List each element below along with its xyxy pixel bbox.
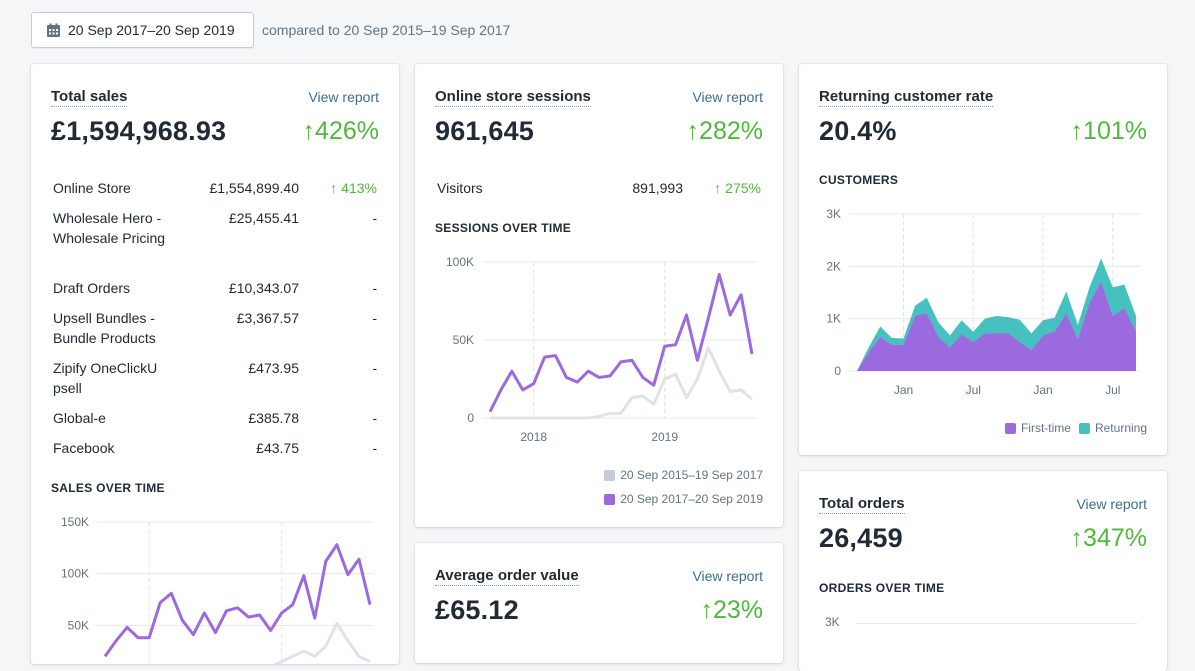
view-report-link[interactable]: View report	[692, 89, 763, 105]
legend-label-returning[interactable]: Returning	[1094, 421, 1147, 435]
x-tick-label: 2018	[520, 430, 547, 444]
view-report-link[interactable]: View report	[1076, 496, 1147, 512]
channel-value: £3,367.57	[236, 310, 299, 326]
visitors-value: 891,993	[632, 180, 683, 196]
x-tick-label: Jul	[966, 383, 981, 397]
card-title[interactable]: Online store sessions	[435, 88, 591, 107]
y-tick-label: 150K	[61, 515, 89, 529]
channel-name: Upsell Bundles - Bundle Products	[53, 310, 156, 346]
view-report-link[interactable]: View report	[308, 89, 379, 105]
y-tick-label: 0	[834, 364, 841, 378]
sales-over-time-chart: 50K 100K 150K	[61, 515, 374, 664]
channel-change: -	[372, 210, 377, 226]
channel-change: -	[372, 310, 377, 326]
current-period-line	[488, 272, 754, 413]
area-series-first-time	[857, 282, 1136, 371]
legend-swatch	[1078, 422, 1090, 434]
gridline	[857, 623, 1137, 624]
total-sales-value: £1,594,968.93	[51, 116, 227, 146]
channel-change: ↑ 413%	[330, 180, 377, 196]
orders-change: ↑347%	[1070, 524, 1147, 552]
visitors-label: Visitors	[437, 180, 483, 196]
legend-item-current[interactable]: 20 Sep 2017–20 Sep 2019	[604, 492, 763, 506]
y-tick-label: 3K	[826, 207, 841, 221]
channel-value: £473.95	[248, 360, 299, 376]
channel-name: Zipify OneClickUpsell	[53, 360, 158, 396]
card-title[interactable]: Returning customer rate	[819, 88, 994, 107]
returning-customer-rate-card: Returning customer rate 20.4% ↑101% CUST…	[799, 64, 1167, 455]
channel-name: Facebook	[53, 440, 115, 456]
x-tick-label: 2019	[651, 430, 678, 444]
card-title[interactable]: Average order value	[435, 567, 579, 586]
aov-value: £65.12	[435, 595, 519, 625]
channel-change: -	[372, 410, 377, 426]
channel-value: £1,554,899.40	[209, 180, 299, 196]
legend-label: 20 Sep 2015–19 Sep 2017	[620, 468, 763, 482]
sessions-over-time-chart: 0 50K 100K 2018 2019	[446, 255, 756, 444]
channel-value: £385.78	[248, 410, 299, 426]
y-tick-label: 1K	[826, 312, 841, 326]
channel-name: Wholesale Hero - Wholesale Pricing	[53, 210, 166, 246]
legend-label: 20 Sep 2017–20 Sep 2019	[620, 492, 763, 506]
legend-swatch	[604, 493, 616, 505]
channel-value: £10,343.07	[228, 280, 299, 296]
chart-title: SESSIONS OVER TIME	[435, 221, 572, 235]
y-tick-label: 2K	[826, 259, 841, 273]
card-title[interactable]: Total sales	[51, 88, 128, 107]
channel-name: Online Store	[53, 180, 131, 196]
sessions-card: Online store sessions View report 961,64…	[415, 64, 783, 527]
comparison-label: compared to 20 Sep 2015–19 Sep 2017	[262, 22, 511, 38]
date-range-label: 20 Sep 2017–20 Sep 2019	[68, 22, 235, 38]
y-tick-label: 100K	[446, 255, 474, 269]
area-series-returning	[857, 258, 1136, 371]
returning-rate-value: 20.4%	[819, 116, 897, 146]
channel-name: Global-e	[53, 410, 106, 426]
customers-chart: 0 1K 2K 3K Jan Jul Jan Jul	[826, 207, 1140, 397]
channel-name: Draft Orders	[53, 280, 131, 296]
legend-item-previous[interactable]: 20 Sep 2015–19 Sep 2017	[604, 468, 763, 482]
channel-change: -	[372, 440, 377, 456]
average-order-value-card: Average order value View report £65.12 ↑…	[415, 543, 783, 663]
y-tick-label: 0	[467, 411, 474, 425]
chart-title: ORDERS OVER TIME	[819, 581, 945, 595]
y-tick-label: 50K	[453, 333, 474, 347]
card-title[interactable]: Total orders	[819, 495, 905, 514]
visitors-change: ↑ 275%	[714, 180, 761, 196]
previous-period-line	[272, 621, 371, 664]
channel-change: -	[372, 360, 377, 376]
x-tick-label: Jul	[1105, 383, 1120, 397]
legend-label-first-time[interactable]: First-time	[1020, 421, 1071, 435]
total-sales-change: ↑426%	[302, 117, 379, 145]
channel-change: -	[372, 280, 377, 296]
total-sales-card: Total sales View report £1,594,968.93 ↑4…	[31, 64, 399, 664]
total-orders-card: Total orders View report 26,459 ↑347% OR…	[799, 471, 1167, 671]
legend: First-time Returning	[1004, 421, 1147, 435]
sessions-change: ↑282%	[686, 117, 763, 145]
legend-swatch	[604, 469, 616, 481]
chart-title: SALES OVER TIME	[51, 481, 165, 495]
x-tick-label: Jan	[1033, 383, 1052, 397]
view-report-link[interactable]: View report	[692, 568, 763, 584]
legend-swatch	[1004, 422, 1016, 434]
date-range-button[interactable]: 20 Sep 2017–20 Sep 2019	[31, 12, 254, 48]
x-tick-label: Jan	[894, 383, 913, 397]
y-tick-label: 3K	[825, 615, 840, 629]
channel-value: £25,455.41	[228, 210, 299, 226]
previous-period-line	[490, 346, 753, 420]
aov-change: ↑23%	[700, 596, 763, 624]
y-tick-label: 100K	[61, 567, 89, 581]
chart-title: CUSTOMERS	[819, 173, 899, 187]
calendar-icon	[47, 23, 60, 37]
channel-value: £43.75	[256, 440, 299, 456]
y-tick-label: 50K	[68, 618, 89, 632]
orders-value: 26,459	[819, 523, 903, 553]
sessions-value: 961,645	[435, 116, 534, 146]
returning-rate-change: ↑101%	[1070, 117, 1147, 145]
